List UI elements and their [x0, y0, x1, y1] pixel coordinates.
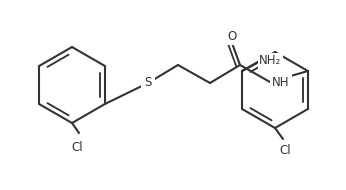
Text: S: S — [144, 77, 152, 89]
Text: NH₂: NH₂ — [259, 55, 281, 67]
Text: Cl: Cl — [71, 141, 83, 154]
Text: O: O — [227, 29, 237, 43]
Text: NH: NH — [272, 75, 290, 89]
Text: Cl: Cl — [279, 144, 291, 157]
